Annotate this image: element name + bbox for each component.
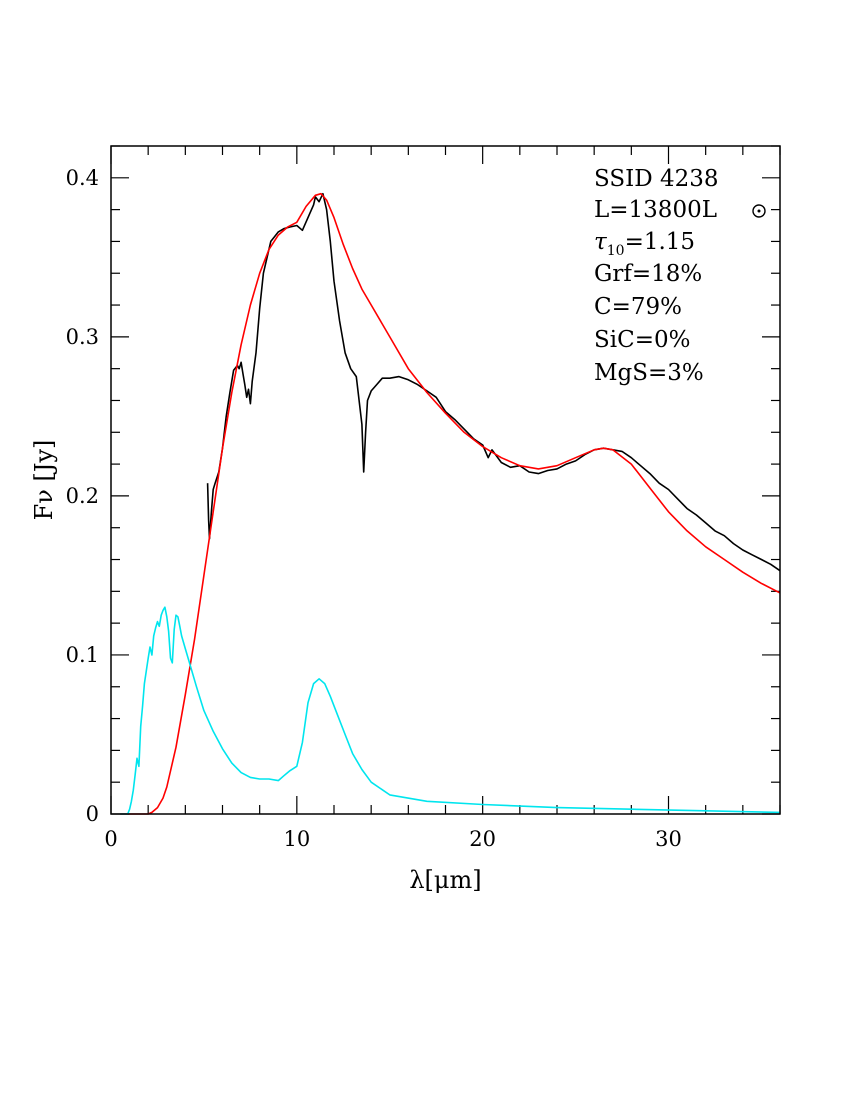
sun-symbol-icon (752, 204, 766, 218)
ssid-label: SSID 4238 (594, 166, 718, 192)
plot-curves (120, 192, 781, 815)
x-tick-label: 20 (469, 827, 496, 851)
grf-label: Grf=18% (594, 261, 702, 287)
y-tick-label: 0.4 (66, 166, 99, 190)
y-tick-label: 0.3 (66, 325, 99, 349)
y-tick-label: 0.2 (66, 484, 99, 508)
model-fit-line (120, 192, 781, 815)
tau-symbol: τ (594, 229, 608, 255)
tick-labels: 0 10 20 30 0 0.1 0.2 0.3 0.4 (66, 166, 682, 851)
tau-label: τ10=1.15 (594, 229, 695, 259)
stellar-photosphere-line (120, 606, 781, 815)
y-tick-label: 0.1 (66, 643, 99, 667)
x-tick-label: 30 (655, 827, 682, 851)
annotation-block: SSID 4238 L=13800L τ10=1.15 Grf=18% C=79… (594, 166, 766, 386)
tau-value: =1.15 (625, 229, 695, 255)
luminosity-label: L=13800L (594, 197, 717, 223)
sic-label: SiC=0% (594, 327, 690, 353)
c-label: C=79% (594, 294, 682, 320)
plot-frame (110, 145, 781, 815)
x-axis-label: λ[μm] (409, 866, 481, 894)
x-tick-label: 0 (104, 827, 117, 851)
y-axis-label: Fν [Jy] (30, 440, 58, 521)
observed-spectrum-line (206, 192, 781, 572)
x-tick-label: 10 (283, 827, 310, 851)
mgs-label: MgS=3% (594, 360, 704, 386)
tau-subscript: 10 (607, 243, 625, 259)
y-tick-label: 0 (86, 802, 99, 826)
